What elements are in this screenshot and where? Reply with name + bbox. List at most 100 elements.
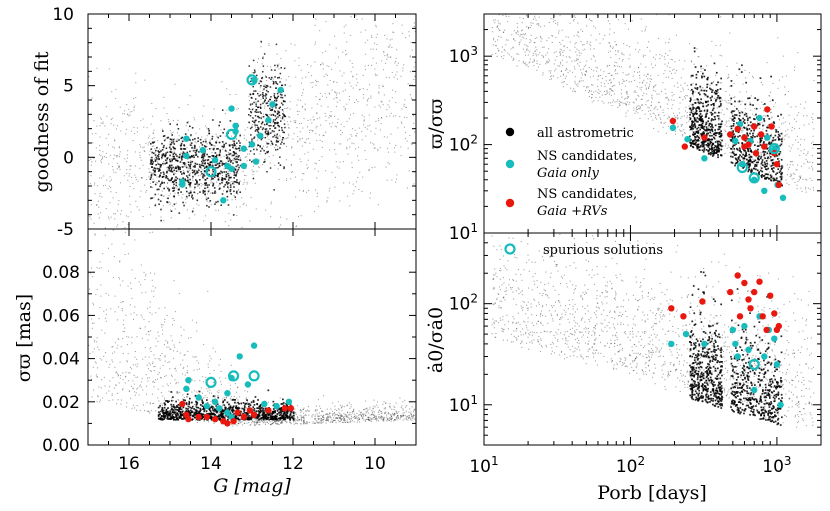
background-point [239,134,241,137]
background-point [222,163,225,165]
background-point [227,179,230,181]
background-point [208,184,210,186]
background-point [569,57,571,59]
background-point [174,379,176,381]
background-point [95,101,96,102]
background-point [194,380,196,382]
background-point [389,418,391,420]
background-point [337,420,339,422]
background-point [161,418,163,420]
background-point [212,395,215,397]
background-point [277,77,279,79]
background-point [207,366,209,368]
background-point [185,407,187,410]
background-point [361,413,363,415]
background-point [629,46,631,48]
background-point [205,140,207,143]
background-point [164,411,167,413]
background-point [196,322,198,324]
background-point [334,125,336,127]
background-point [393,405,395,407]
background-point [347,139,349,141]
background-point [302,420,304,422]
background-point [750,104,752,106]
background-point [370,421,372,423]
background-point [203,145,206,147]
background-point [90,218,92,220]
background-point [98,247,99,248]
background-point [120,265,121,266]
background-point [313,210,315,212]
background-point [106,115,108,117]
background-point [389,417,391,419]
background-point [365,135,367,137]
background-point [119,151,121,153]
background-point [267,85,269,87]
background-point [223,415,225,417]
background-point [173,180,176,183]
background-point [404,412,406,414]
background-point [219,165,221,167]
background-point [296,419,298,421]
background-point [275,416,277,418]
background-point [624,12,625,13]
background-point [357,82,359,84]
background-point [194,173,196,176]
background-point [105,361,107,363]
background-point [190,411,192,414]
background-point [383,50,385,52]
background-point [350,404,352,406]
background-point [280,422,282,424]
background-point [212,170,215,173]
background-point [99,154,101,156]
background-point [187,171,189,173]
background-point [375,418,377,420]
background-point [153,158,155,160]
background-point [159,403,161,405]
background-point [305,142,307,144]
background-point [179,341,181,343]
background-point [132,140,134,142]
background-point [91,378,93,380]
background-point [171,340,173,342]
background-point [195,419,197,421]
background-point [412,411,414,413]
background-point [279,420,281,422]
background-point [202,381,204,383]
background-point [167,385,169,387]
background-point [277,419,279,421]
background-point [340,414,342,416]
background-point [209,355,211,357]
background-point [334,92,336,94]
background-point [396,412,398,414]
background-point [279,216,281,218]
background-point [173,350,175,352]
background-point [322,417,324,419]
background-point [329,416,331,418]
background-point [246,422,248,424]
background-point [150,197,152,200]
background-point [189,186,191,188]
background-point [394,419,396,421]
background-point [406,416,408,418]
background-point [176,187,178,189]
background-point [231,135,233,137]
background-point [210,404,212,406]
background-point [579,61,581,63]
background-point [248,145,250,148]
background-point [412,416,414,418]
background-point [118,147,120,149]
background-point [387,53,389,55]
background-point [162,153,165,155]
background-point [129,372,131,374]
background-point [183,354,185,356]
background-point [400,415,402,417]
background-point [173,158,175,160]
background-point [102,156,104,158]
background-point [271,130,274,132]
background-point [310,119,312,121]
background-point [273,410,276,413]
background-point [360,414,362,416]
background-point [296,423,298,425]
background-point [331,419,333,421]
